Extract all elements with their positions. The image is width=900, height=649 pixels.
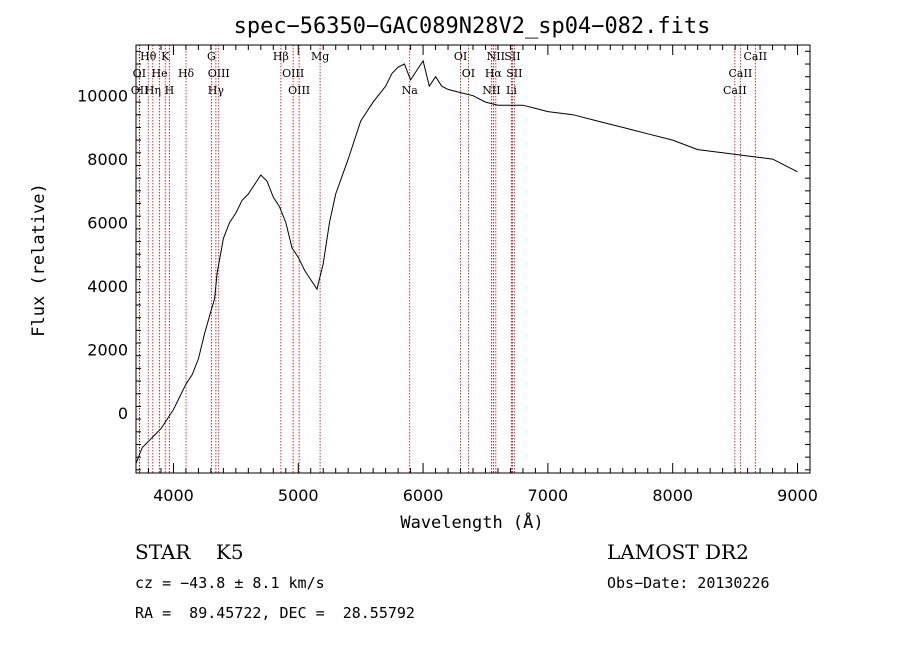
spectral-line-label: Na [402,84,419,97]
spectral-line-label: SII [504,50,520,63]
spectral-line-label: Hθ [140,50,157,63]
spectral-line-label: Hη [145,84,161,97]
x-tick-label: 8000 [652,486,693,505]
spectral-line-label: CaII [729,67,753,80]
spectral-line-label: OIII [288,84,310,97]
spectral-line-label: K [161,50,170,63]
spectral-line-label: Hβ [273,50,289,63]
spectral-line-label: He [152,67,168,80]
spectral-line-label: NII [487,50,505,63]
spectral-line-label: SII [506,67,522,80]
x-tick-label: 5000 [278,486,319,505]
chart-title: spec−56350−GAC089N28V2_sp04−082.fits [234,14,711,39]
spectral-line-markers [138,45,756,473]
x-axis-label: Wavelength (Å) [400,511,543,533]
y-axis-label: Flux (relative) [29,183,49,337]
x-tick-label: 6000 [403,486,444,505]
spectral-line-label: OIII [208,67,230,80]
spectral-line-label: Hγ [208,84,225,97]
spectral-line-label: H [165,84,175,97]
observation-date: Obs−Date: 20130226 [607,574,770,592]
spectral-line-label: OII [131,84,149,97]
spectral-line-label: OI [462,67,475,80]
y-tick-label: 10000 [77,87,128,106]
plot-frame [135,44,811,474]
x-tick-label: 4000 [153,486,194,505]
y-tick-label: 6000 [87,214,128,233]
x-tick-label: 9000 [777,486,818,505]
spectral-line-label: Hδ [178,67,195,80]
spectral-line-label: CaII [723,84,747,97]
x-tick-label: 7000 [528,486,569,505]
y-tick-label: 2000 [87,340,128,359]
spectral-line-label: OIII [282,67,304,80]
x-axis-ticks: 4000 5000 6000 7000 8000 9000 [135,45,818,505]
spectral-line-label: OI [133,67,146,80]
spectral-line-label: G [207,50,216,63]
spectral-line-label: Mg [311,50,329,63]
object-class: STAR K5 [135,540,244,564]
spectral-line-label: Hα [485,67,503,80]
y-tick-label: 8000 [87,150,128,169]
survey-name: LAMOST DR2 [607,540,749,564]
spectral-line-label: Li [506,84,517,97]
spectrum-series-line [135,59,798,464]
spectral-line-label: NII [482,84,500,97]
y-axis-ticks: 0 2000 4000 6000 8000 10000 [77,50,810,471]
y-tick-label: 4000 [87,277,128,296]
spectral-line-label: OI [454,50,467,63]
y-tick-label: 0 [118,404,128,423]
spectral-line-label: CaII [743,50,767,63]
coordinates: RA = 89.45722, DEC = 28.55792 [135,604,415,622]
redshift-velocity: cz = −43.8 ± 8.1 km/s [135,574,325,592]
